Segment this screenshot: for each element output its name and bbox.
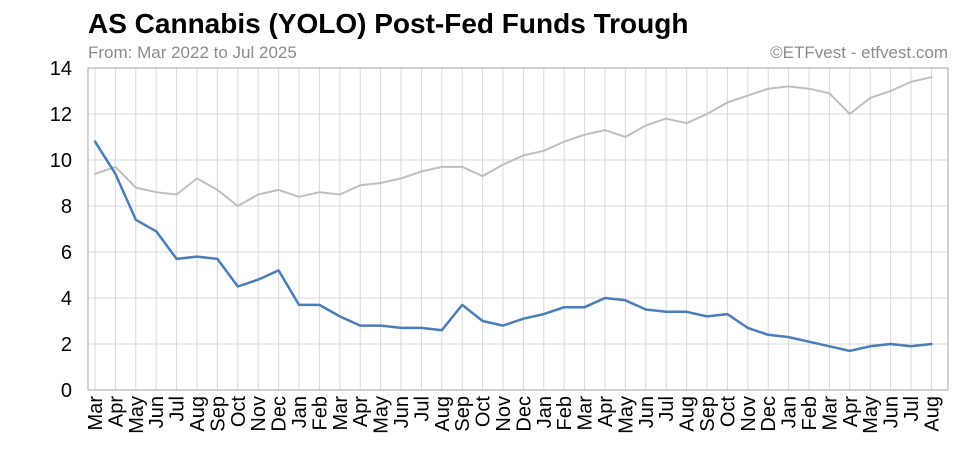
x-tick-label: Nov	[493, 396, 515, 432]
x-tick-label: Mar	[85, 396, 107, 431]
x-tick-label: Jul	[901, 396, 923, 422]
y-tick-label: 12	[50, 104, 72, 126]
series-line-yolo	[93, 140, 933, 353]
chart-credit: ©ETFvest - etfvest.com	[770, 43, 948, 62]
x-tick-label: May	[860, 396, 882, 434]
x-tick-label: Jul	[167, 396, 189, 422]
x-axis: MarAprMayJunJulAugSepOctNovDecJanFebMarA…	[85, 396, 943, 434]
x-tick-label: Jan	[779, 396, 801, 428]
x-tick-label: Oct	[228, 396, 250, 428]
x-tick-label: Oct	[717, 396, 739, 428]
x-tick-label: May	[615, 396, 637, 434]
x-tick-label: May	[371, 396, 393, 434]
y-tick-label: 8	[61, 196, 72, 218]
series-group	[93, 76, 933, 353]
x-tick-label: Dec	[513, 396, 535, 432]
x-tick-label: Dec	[269, 396, 291, 432]
grid	[88, 67, 948, 391]
x-tick-label: Sep	[207, 396, 229, 432]
x-tick-label: Aug	[921, 396, 943, 432]
x-tick-label: Sep	[697, 396, 719, 432]
x-tick-label: Sep	[452, 396, 474, 432]
x-tick-label: Jun	[391, 396, 413, 428]
x-tick-label: Apr	[840, 396, 862, 427]
series-line-benchmark	[94, 76, 933, 207]
x-tick-label: Mar	[575, 396, 597, 431]
x-tick-label: Jun	[146, 396, 168, 428]
x-tick-label: Apr	[105, 396, 127, 427]
x-tick-label: Apr	[595, 396, 617, 427]
y-tick-label: 0	[61, 380, 72, 402]
x-tick-label: Jun	[881, 396, 903, 428]
chart-subtitle: From: Mar 2022 to Jul 2025	[88, 43, 297, 62]
chart-title: AS Cannabis (YOLO) Post-Fed Funds Trough	[88, 8, 688, 39]
x-tick-label: Apr	[350, 396, 372, 427]
x-tick-label: Jul	[656, 396, 678, 422]
x-tick-label: Jun	[636, 396, 658, 428]
x-tick-label: Mar	[819, 396, 841, 431]
y-tick-label: 6	[61, 242, 72, 264]
x-tick-label: Aug	[432, 396, 454, 432]
x-tick-label: Feb	[554, 396, 576, 430]
x-tick-label: Feb	[799, 396, 821, 430]
y-axis: 0 2 4 6 8 10 12 14	[50, 58, 72, 402]
x-tick-label: Feb	[309, 396, 331, 430]
x-tick-label: Oct	[473, 396, 495, 428]
y-tick-label: 2	[61, 334, 72, 356]
x-tick-label: Mar	[330, 396, 352, 431]
x-tick-label: Nov	[738, 396, 760, 432]
x-tick-label: Aug	[187, 396, 209, 432]
x-tick-label: Nov	[248, 396, 270, 432]
y-tick-label: 10	[50, 150, 72, 172]
x-tick-label: Jul	[411, 396, 433, 422]
x-tick-label: Aug	[677, 396, 699, 432]
x-tick-label: May	[126, 396, 148, 434]
x-tick-label: Jan	[289, 396, 311, 428]
x-tick-label: Dec	[758, 396, 780, 432]
plot-frame	[87, 67, 949, 391]
y-tick-label: 14	[50, 58, 72, 80]
x-tick-label: Jan	[534, 396, 556, 428]
y-tick-label: 4	[61, 288, 72, 310]
